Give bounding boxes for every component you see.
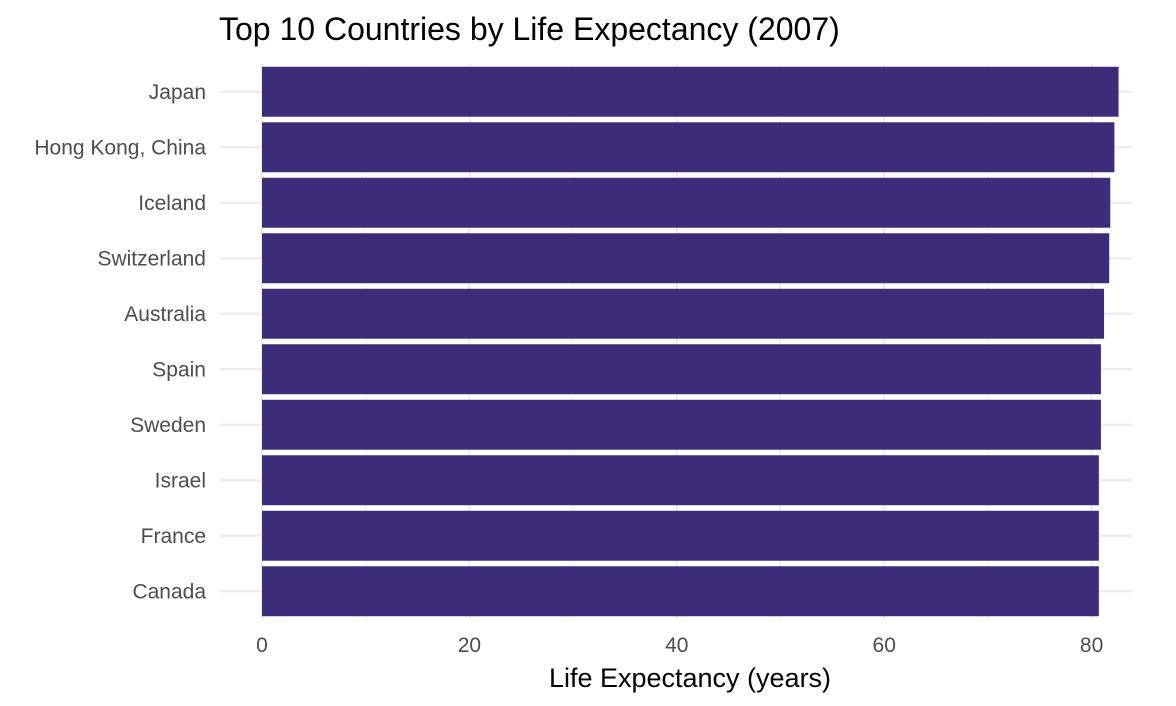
y-tick-label: France — [141, 525, 206, 548]
x-tick-label: 0 — [256, 634, 268, 657]
bar — [262, 510, 1099, 561]
x-axis-labels: 0 20 40 60 80 — [256, 634, 1103, 657]
y-tick-label: Australia — [124, 303, 206, 326]
y-tick-label: Iceland — [138, 192, 206, 215]
y-tick-label: Switzerland — [97, 247, 206, 270]
y-tick-label: Sweden — [130, 414, 206, 437]
bars — [262, 66, 1119, 617]
bar — [262, 288, 1105, 339]
y-tick-label: Canada — [132, 580, 206, 603]
y-tick-label: Japan — [149, 81, 206, 104]
chart-title: Top 10 Countries by Life Expectancy (200… — [219, 11, 840, 47]
y-tick-label: Spain — [152, 358, 206, 381]
x-tick-label: 80 — [1080, 634, 1103, 657]
bar — [262, 566, 1099, 617]
bar — [262, 233, 1110, 284]
y-tick-label: Hong Kong, China — [34, 136, 206, 159]
bar — [262, 399, 1101, 450]
x-tick-label: 20 — [458, 634, 481, 657]
x-axis-title: Life Expectancy (years) — [549, 663, 831, 693]
y-tick-label: Israel — [155, 469, 206, 492]
bar — [262, 66, 1119, 117]
bar — [262, 122, 1115, 173]
bar — [262, 344, 1101, 395]
x-tick-label: 60 — [873, 634, 896, 657]
bar — [262, 455, 1099, 506]
y-axis-labels: Japan Hong Kong, China Iceland Switzerland A… — [34, 81, 206, 604]
bar — [262, 177, 1111, 228]
x-tick-label: 40 — [665, 634, 688, 657]
